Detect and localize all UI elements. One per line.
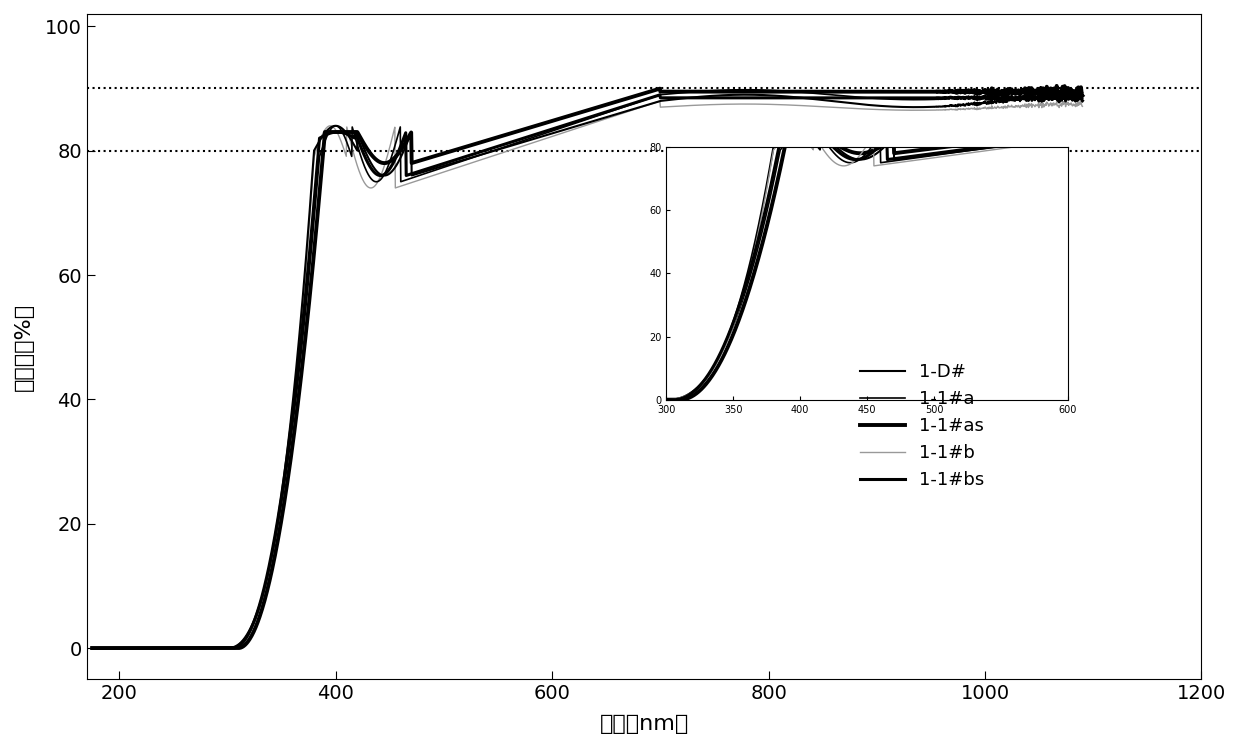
1-1#a — [539, 128, 554, 137]
1-1#b — [652, 96, 667, 105]
1-1#bs — [1045, 92, 1060, 101]
1-1#bs — [1075, 96, 1090, 105]
1-1#as — [567, 110, 582, 119]
Line: 1-1#a: 1-1#a — [92, 87, 1083, 648]
Line: 1-1#bs: 1-1#bs — [92, 94, 1083, 648]
1-1#b — [84, 643, 99, 652]
Line: 1-D#: 1-D# — [92, 91, 1083, 648]
1-1#b — [135, 643, 150, 652]
1-1#as — [1045, 85, 1060, 94]
1-1#b — [866, 105, 880, 114]
1-1#b — [1075, 102, 1090, 111]
1-1#a — [84, 643, 99, 652]
1-1#a — [1075, 88, 1090, 97]
X-axis label: 波长（nm）: 波长（nm） — [599, 714, 688, 734]
1-1#bs — [1049, 89, 1064, 98]
1-D# — [1075, 94, 1090, 102]
1-1#bs — [539, 126, 554, 135]
1-1#a — [1045, 85, 1060, 94]
1-1#as — [539, 118, 554, 127]
1-D# — [1058, 86, 1073, 95]
1-D# — [84, 643, 99, 652]
1-1#b — [1047, 99, 1061, 108]
1-1#bs — [567, 117, 582, 126]
1-1#bs — [1047, 91, 1061, 100]
1-1#bs — [84, 643, 99, 652]
1-1#as — [1049, 82, 1064, 91]
1-1#a — [1047, 84, 1061, 93]
1-1#as — [1047, 84, 1061, 93]
1-1#b — [567, 125, 582, 134]
1-1#as — [135, 643, 150, 652]
1-1#as — [1075, 91, 1090, 100]
1-D# — [539, 130, 554, 139]
1-1#bs — [864, 94, 879, 102]
Legend: 1-D#, 1-1#a, 1-1#as, 1-1#b, 1-1#bs: 1-D#, 1-1#a, 1-1#as, 1-1#b, 1-1#bs — [853, 356, 992, 497]
1-1#a — [1058, 82, 1073, 91]
1-D# — [1047, 89, 1061, 98]
1-D# — [135, 643, 150, 652]
1-D# — [1045, 90, 1060, 99]
1-D# — [864, 101, 879, 110]
1-1#as — [84, 643, 99, 652]
1-1#bs — [135, 643, 150, 652]
Line: 1-1#b: 1-1#b — [92, 101, 1083, 648]
Line: 1-1#as: 1-1#as — [92, 86, 1083, 648]
1-D# — [567, 123, 582, 132]
1-1#a — [864, 94, 879, 102]
Y-axis label: 透光率（%）: 透光率（%） — [14, 302, 33, 390]
1-1#b — [1047, 99, 1061, 108]
1-1#a — [135, 643, 150, 652]
1-1#as — [864, 87, 879, 96]
1-1#a — [567, 119, 582, 128]
1-1#b — [539, 133, 554, 142]
